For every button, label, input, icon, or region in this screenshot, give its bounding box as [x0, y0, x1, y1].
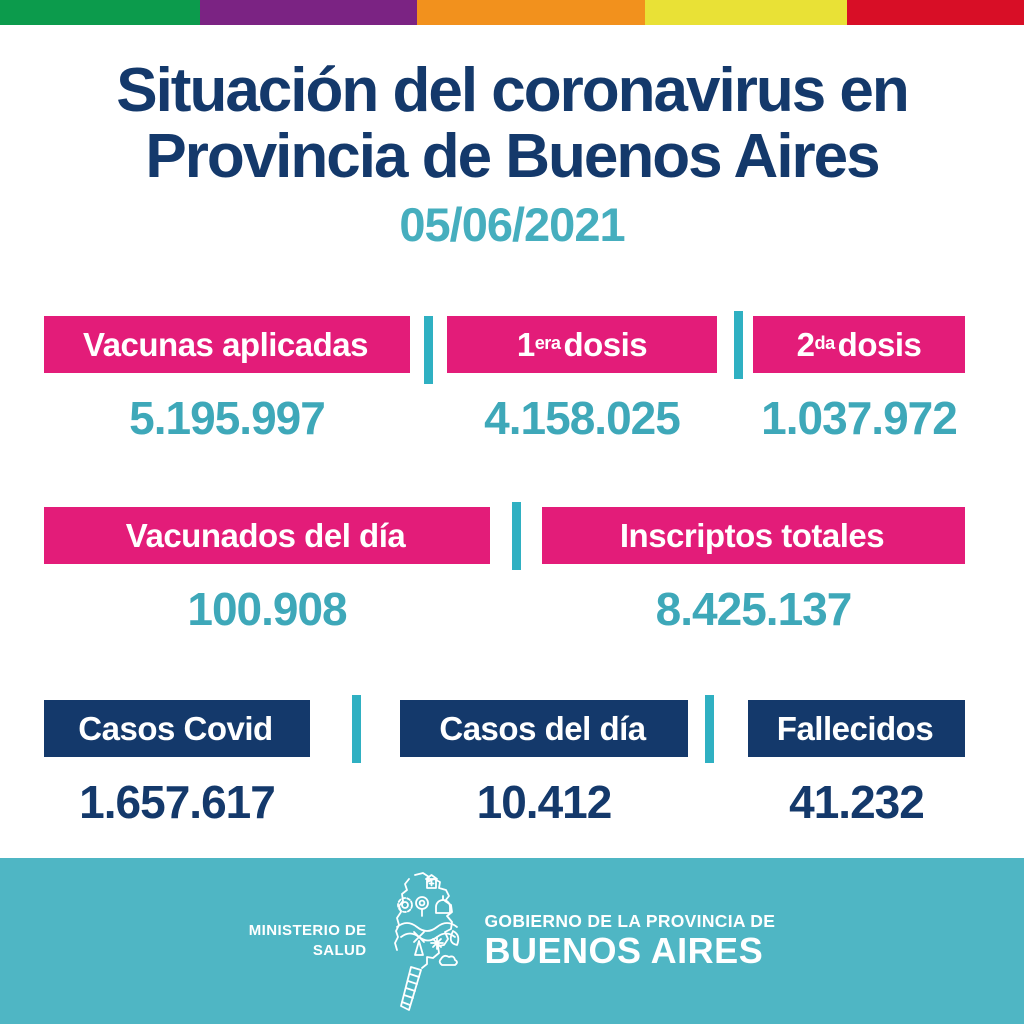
badge-vacunas-aplicadas: Vacunas aplicadas — [44, 316, 410, 374]
buenos-aires-province-doodle-map-icon — [393, 872, 459, 1011]
teal-divider — [705, 695, 714, 764]
badge-label-post: dosis — [837, 325, 922, 363]
value-inscriptos-totales: 8.425.137 — [655, 583, 853, 636]
stats-row-vaccines: Vacunas aplicadas 5.195.997 1 era dosis 4.… — [0, 311, 1024, 445]
stat-casos-del-dia: Casos del día 10.412 — [400, 700, 688, 829]
badge-label: Vacunados del día — [125, 516, 406, 554]
stats-row-cases: Casos Covid 1.657.617 Casos del día 10.4… — [0, 695, 1024, 829]
badge-label-post: dosis — [563, 325, 648, 363]
badge-label-sup: da — [814, 332, 835, 353]
badge-label-sup: era — [534, 332, 561, 353]
stripe-green — [0, 0, 200, 25]
stripe-red — [847, 0, 1024, 25]
badge-label: Casos Covid — [78, 709, 273, 747]
badge-label: 1 — [516, 325, 535, 363]
teal-divider — [734, 311, 743, 380]
title-line-1: Situación del coronavirus en — [116, 56, 910, 125]
value-primera-dosis: 4.158.025 — [484, 392, 681, 445]
stripe-yellow — [645, 0, 847, 25]
badge-casos-del-dia: Casos del día — [400, 700, 688, 758]
badge-label: Fallecidos — [776, 709, 934, 747]
badge-label: 2 — [796, 325, 815, 363]
title-line-2: Provincia de Buenos Aires — [145, 121, 880, 191]
stripe-orange — [417, 0, 645, 25]
government-logo-text: GOBIERNO DE LA PROVINCIA DE BUENOS AIRES — [485, 912, 776, 969]
gov-line-1: GOBIERNO DE LA PROVINCIA DE — [484, 911, 776, 932]
value-segunda-dosis: 1.037.972 — [761, 392, 958, 445]
stat-primera-dosis: 1 era dosis 4.158.025 — [447, 316, 717, 445]
value-vacunados-del-dia: 100.908 — [187, 583, 347, 636]
stat-casos-covid: Casos Covid 1.657.617 — [44, 700, 310, 829]
teal-divider — [352, 695, 361, 764]
stats-row-registration: Vacunados del día 100.908 Inscriptos tot… — [0, 502, 1024, 636]
page-title: Situación del coronavirus en Provincia d… — [0, 58, 1024, 189]
ministry-line-2: SALUD — [312, 942, 367, 959]
stat-vacunados-del-dia: Vacunados del día 100.908 — [44, 507, 490, 636]
stat-segunda-dosis: 2 da dosis 1.037.972 — [753, 316, 965, 445]
footer-band: MINISTERIO DE SALUD — [0, 858, 1024, 1024]
rainbow-top-bar — [0, 0, 1024, 25]
stat-vacunas-aplicadas: Vacunas aplicadas 5.195.997 — [44, 316, 410, 445]
stat-fallecidos: Fallecidos 41.232 — [748, 700, 965, 829]
report-date: 05/06/2021 — [399, 198, 625, 252]
badge-segunda-dosis: 2 da dosis — [753, 316, 965, 374]
badge-inscriptos-totales: Inscriptos totales — [542, 507, 965, 565]
ministry-label: MINISTERIO DE SALUD — [249, 921, 367, 962]
teal-divider — [424, 316, 433, 385]
badge-casos-covid: Casos Covid — [44, 700, 310, 758]
badge-vacunados-del-dia: Vacunados del día — [44, 507, 490, 565]
gov-line-2: BUENOS AIRES — [484, 929, 764, 971]
teal-divider — [512, 502, 521, 571]
badge-fallecidos: Fallecidos — [748, 700, 965, 758]
badge-label: Vacunas aplicadas — [82, 325, 369, 363]
badge-label: Inscriptos totales — [619, 516, 885, 554]
value-vacunas-aplicadas: 5.195.997 — [129, 392, 326, 445]
value-fallecidos: 41.232 — [789, 776, 925, 829]
badge-primera-dosis: 1 era dosis — [447, 316, 717, 374]
stat-inscriptos-totales: Inscriptos totales 8.425.137 — [542, 507, 965, 636]
value-casos-covid: 1.657.617 — [79, 776, 276, 829]
ministry-line-1: MINISTERIO DE — [248, 921, 367, 939]
value-casos-del-dia: 10.412 — [476, 776, 613, 829]
stripe-purple — [200, 0, 417, 25]
badge-label: Casos del día — [439, 709, 646, 747]
